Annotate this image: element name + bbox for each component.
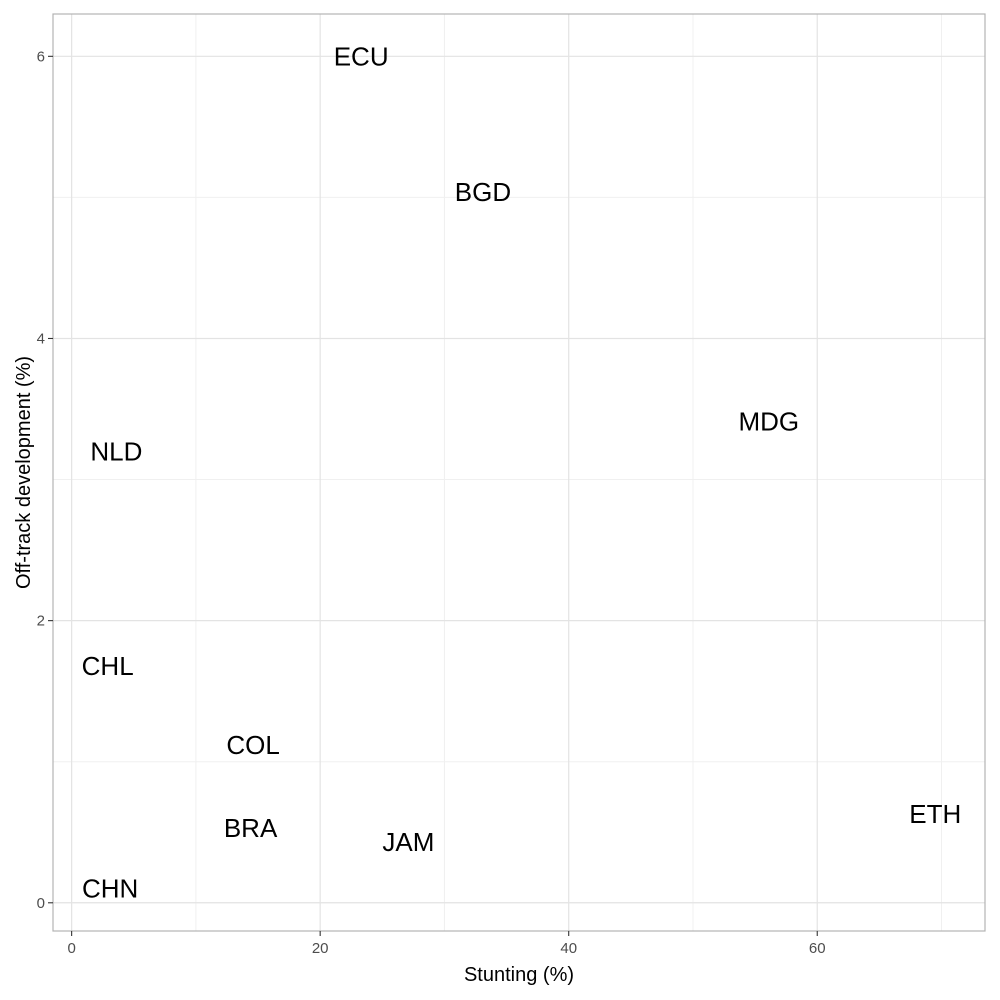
x-tick-label: 60	[809, 940, 826, 957]
point-label-nld: NLD	[90, 436, 142, 466]
x-axis-ticks: 0 20 40 60	[67, 931, 826, 957]
y-tick-label: 4	[37, 330, 45, 347]
point-label-jam: JAM	[382, 827, 434, 857]
point-label-eth: ETH	[909, 799, 961, 829]
point-label-mdg: MDG	[738, 407, 799, 437]
y-axis-title: Off-track development (%)	[13, 356, 35, 589]
y-tick-label: 6	[37, 48, 45, 65]
point-labels: ECU BGD MDG NLD CHL COL BRA JAM ETH CHN	[82, 41, 962, 903]
major-gridlines	[53, 14, 985, 931]
plot-panel-border	[52, 13, 986, 932]
point-label-chl: CHL	[82, 651, 134, 681]
minor-gridlines	[53, 14, 985, 931]
y-tick-label: 0	[37, 895, 45, 912]
y-tick-label: 2	[37, 613, 45, 630]
x-tick-label: 40	[560, 940, 577, 957]
x-tick-label: 0	[67, 940, 75, 957]
x-axis-title: Stunting (%)	[464, 964, 574, 986]
point-label-bra: BRA	[224, 813, 278, 843]
point-label-chn: CHN	[82, 874, 138, 904]
point-label-bgd: BGD	[455, 177, 511, 207]
x-tick-label: 20	[312, 940, 329, 957]
point-label-ecu: ECU	[334, 41, 389, 71]
point-label-col: COL	[226, 730, 279, 760]
y-axis-ticks: 0 2 4 6	[37, 48, 53, 912]
